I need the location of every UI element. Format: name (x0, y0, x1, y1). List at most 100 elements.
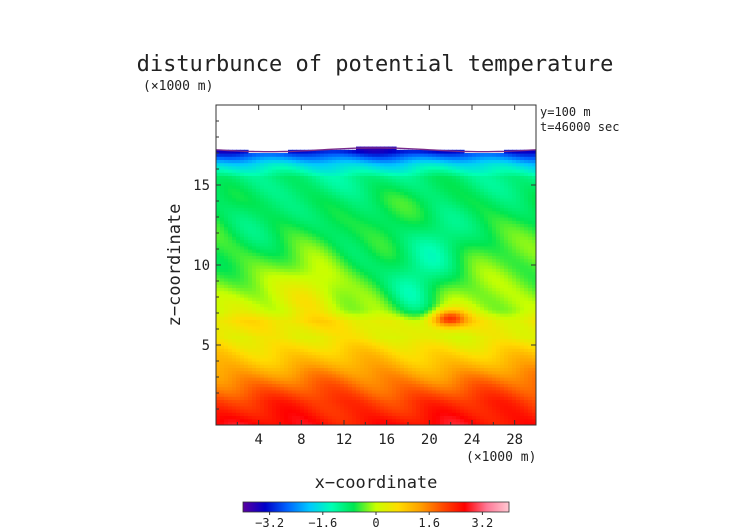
heatmap-cell (412, 277, 417, 282)
heatmap-cell (224, 178, 229, 183)
heatmap-cell (396, 239, 401, 244)
heatmap-cell (320, 386, 325, 391)
heatmap-cell (280, 409, 285, 413)
heatmap-cell (436, 284, 441, 288)
heatmap-cell (376, 338, 381, 343)
heatmap-cell (360, 281, 365, 285)
heatmap-cell (292, 409, 297, 413)
heatmap-cell (320, 281, 325, 285)
heatmap-cell (432, 316, 437, 320)
heatmap-cell (384, 172, 389, 176)
heatmap-cell (288, 389, 293, 394)
heatmap-cell (356, 418, 361, 423)
heatmap-cell (292, 297, 297, 301)
heatmap-cell (260, 287, 265, 292)
heatmap-cell (240, 245, 245, 250)
heatmap-cell (336, 207, 341, 212)
heatmap-cell (440, 277, 445, 282)
heatmap-cell (428, 370, 433, 375)
heatmap-cell (264, 233, 269, 237)
heatmap-cell (320, 412, 325, 416)
heatmap-cell (360, 223, 365, 228)
heatmap-cell (328, 389, 333, 394)
heatmap-cell (268, 393, 273, 397)
heatmap-cell (444, 357, 449, 362)
heatmap-cell (400, 313, 405, 317)
heatmap-cell (420, 345, 425, 349)
heatmap-cell (252, 223, 257, 228)
heatmap-cell (292, 249, 297, 253)
heatmap-cell (308, 418, 313, 423)
heatmap-cell (340, 220, 345, 224)
heatmap-cell (428, 165, 433, 170)
heatmap-cell (368, 287, 373, 292)
heatmap-cell (396, 309, 401, 314)
heatmap-cell (256, 306, 261, 311)
heatmap-cell (320, 399, 325, 404)
heatmap-cell (304, 399, 309, 404)
heatmap-cell (300, 386, 305, 391)
heatmap-cell (280, 297, 285, 301)
heatmap-cell (300, 335, 305, 340)
heatmap-cell (432, 210, 437, 215)
heatmap-cell (332, 153, 337, 157)
heatmap-cell (392, 236, 397, 240)
heatmap-cell (292, 185, 297, 189)
heatmap-cell (316, 393, 321, 397)
heatmap-cell (376, 220, 381, 224)
heatmap-cell (260, 306, 265, 311)
heatmap-cell (348, 261, 353, 266)
heatmap-cell (320, 316, 325, 320)
heatmap-cell (328, 377, 333, 381)
heatmap-cell (288, 178, 293, 183)
heatmap-cell (320, 345, 325, 349)
heatmap-cell (396, 325, 401, 330)
heatmap-cell (344, 223, 349, 228)
heatmap-cell (300, 357, 305, 362)
heatmap-cell (228, 316, 233, 320)
heatmap-cell (332, 287, 337, 292)
heatmap-cell (364, 277, 369, 282)
heatmap-cell (376, 367, 381, 372)
heatmap-cell (344, 229, 349, 234)
heatmap-cell (252, 284, 257, 288)
heatmap-cell (400, 281, 405, 285)
heatmap-cell (248, 274, 253, 279)
heatmap-cell (308, 165, 313, 170)
heatmap-cell (244, 268, 249, 272)
heatmap-cell (236, 159, 241, 164)
heatmap-cell (332, 383, 337, 388)
heatmap-cell (248, 229, 253, 234)
heatmap-cell (388, 306, 393, 311)
heatmap-cell (388, 287, 393, 292)
heatmap-cell (224, 415, 229, 420)
heatmap-cell (408, 233, 413, 237)
heatmap-cell (412, 351, 417, 356)
heatmap-cell (372, 367, 377, 372)
heatmap-cell (420, 364, 425, 368)
heatmap-cell (220, 351, 225, 356)
heatmap-cell (240, 169, 245, 173)
heatmap-cell (412, 284, 417, 288)
heatmap-cell (416, 316, 421, 320)
heatmap-cell (376, 233, 381, 237)
heatmap-cell (336, 290, 341, 295)
heatmap-cell (276, 293, 281, 298)
heatmap-cell (260, 341, 265, 346)
heatmap-cell (224, 399, 229, 404)
heatmap-cell (260, 236, 265, 240)
heatmap-cell (428, 242, 433, 247)
heatmap-cell (316, 188, 321, 192)
heatmap-cell (400, 345, 405, 349)
heatmap-cell (432, 258, 437, 263)
heatmap-cell (328, 335, 333, 340)
heatmap-cell (444, 313, 449, 317)
heatmap-cell (296, 409, 301, 413)
heatmap-cell (264, 361, 269, 365)
heatmap-cell (368, 175, 373, 180)
heatmap-cell (432, 191, 437, 196)
heatmap-cell (252, 290, 257, 295)
heatmap-cell (296, 239, 301, 244)
heatmap-cell (404, 386, 409, 391)
heatmap-cell (228, 277, 233, 282)
